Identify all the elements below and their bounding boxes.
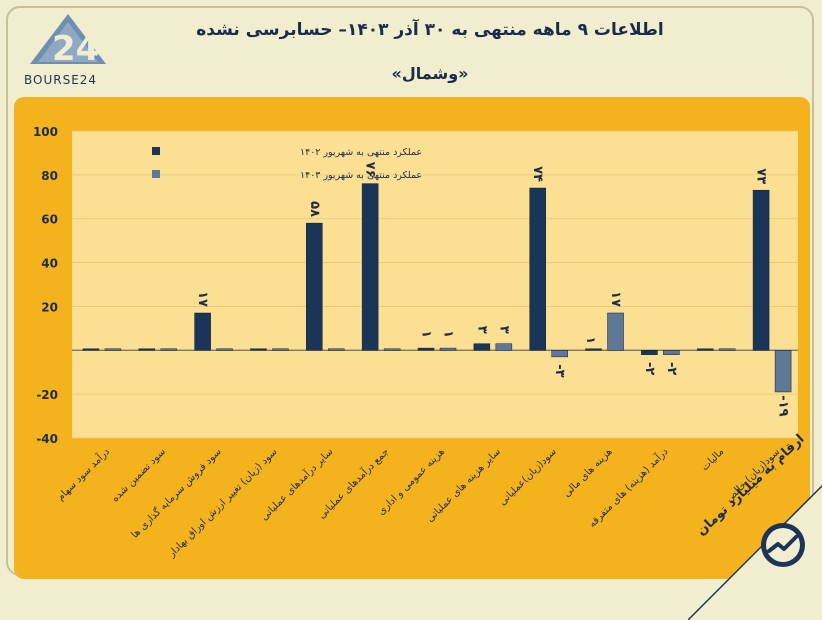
- bourse24-logo: 24 BOURSE24: [24, 14, 106, 87]
- bar: [82, 348, 100, 351]
- bar: [439, 347, 457, 351]
- bar: [641, 350, 658, 355]
- data-label: ۱: [441, 330, 456, 338]
- bar: [250, 348, 267, 351]
- bar: [216, 348, 233, 351]
- x-tick-label: سود فروش سرمایه گذاری ها: [129, 446, 224, 541]
- data-label: ۱: [584, 337, 598, 344]
- legend-label: عملکرد منتهی به شهریور ۱۴۰۲: [300, 147, 422, 158]
- chart-title: اطلاعات ۹ ماهه منتهی به ۳۰ آذر ۱۴۰۳– حسا…: [196, 20, 664, 40]
- data-label: ۵۸: [307, 201, 322, 217]
- data-label: -۲: [642, 362, 657, 375]
- data-label: ۳: [474, 326, 489, 334]
- data-label: -۲: [664, 362, 679, 375]
- bar-labels: ۱۷ ۵۸ ۷۶ ۱ ۳ ۷۴ -۲ ۷۳ ۱ ۳ -۳ ۱۷ -۲ -۱۹ ۱: [195, 162, 790, 417]
- y-tick-label: -40: [36, 432, 58, 446]
- bar: [473, 343, 491, 351]
- plot-area: [72, 131, 798, 438]
- legend-label: عملکرد منتهی به شهریور ۱۴۰۳: [300, 170, 422, 181]
- x-tick-label: سود(زیان)عملیاتی: [497, 446, 559, 508]
- bar: [663, 350, 680, 355]
- chart-subtitle: «وشمال»: [391, 64, 469, 83]
- y-tick-label: 20: [41, 300, 58, 314]
- data-label: ۳: [496, 326, 511, 334]
- data-label: ۷۴: [530, 166, 545, 182]
- x-tick-label: سود تضمین شده: [110, 446, 168, 504]
- y-tick-label: 80: [41, 169, 58, 183]
- svg-text:24: 24: [52, 29, 99, 69]
- y-axis-ticks: 100 80 60 40 20 -20 -40: [33, 125, 58, 446]
- bar: [306, 222, 323, 351]
- bar: [328, 348, 345, 351]
- data-label: ۷۶: [363, 162, 378, 178]
- bar: [752, 189, 770, 351]
- legend-swatch: [152, 147, 160, 155]
- bar: [718, 348, 736, 351]
- bar: [696, 348, 714, 351]
- bar: [774, 350, 792, 393]
- x-tick-label: سود (زیان) تغییر ارزش اوراق بهادار: [166, 446, 280, 560]
- bar: [495, 343, 513, 351]
- data-label: -۳: [552, 364, 567, 377]
- data-label: ۱۷: [195, 291, 210, 307]
- bar: [383, 348, 401, 351]
- trend-icon: [761, 523, 805, 567]
- y-tick-label: 100: [33, 125, 58, 139]
- legend: عملکرد منتهی به شهریور ۱۴۰۲ عملکرد منتهی …: [152, 147, 422, 181]
- y-tick-label: -20: [36, 388, 58, 402]
- bar: [529, 187, 546, 351]
- data-label: ۱۷: [608, 291, 623, 307]
- bar: [361, 183, 379, 351]
- bar: [585, 348, 602, 351]
- bar: [551, 350, 568, 358]
- data-label: ۷۳: [754, 168, 769, 184]
- bar: [104, 348, 122, 351]
- bars: [82, 183, 792, 393]
- y-tick-label: 40: [41, 257, 58, 271]
- legend-swatch: [152, 170, 160, 178]
- y-tick-label: 60: [41, 213, 58, 227]
- bar: [138, 348, 156, 351]
- data-label: -۱۹: [776, 395, 791, 416]
- x-tick-label: هزینه های مالی: [561, 446, 614, 499]
- bar: [272, 348, 289, 351]
- bar: [160, 348, 178, 351]
- x-tick-label: درآمد سود سهام: [54, 445, 112, 503]
- bar-chart: 100 80 60 40 20 -20 -40 ۱۷ ۵۸ ۷۶ ۱ ۳ ۷۴ -۲ ۷۳ ۱ ۳ -۳ ۱۷ -۲…: [33, 125, 798, 560]
- logo-text: BOURSE24: [24, 73, 97, 87]
- bar: [194, 312, 211, 351]
- bar: [607, 312, 624, 351]
- bar: [417, 347, 435, 351]
- data-label: ۱: [419, 330, 434, 338]
